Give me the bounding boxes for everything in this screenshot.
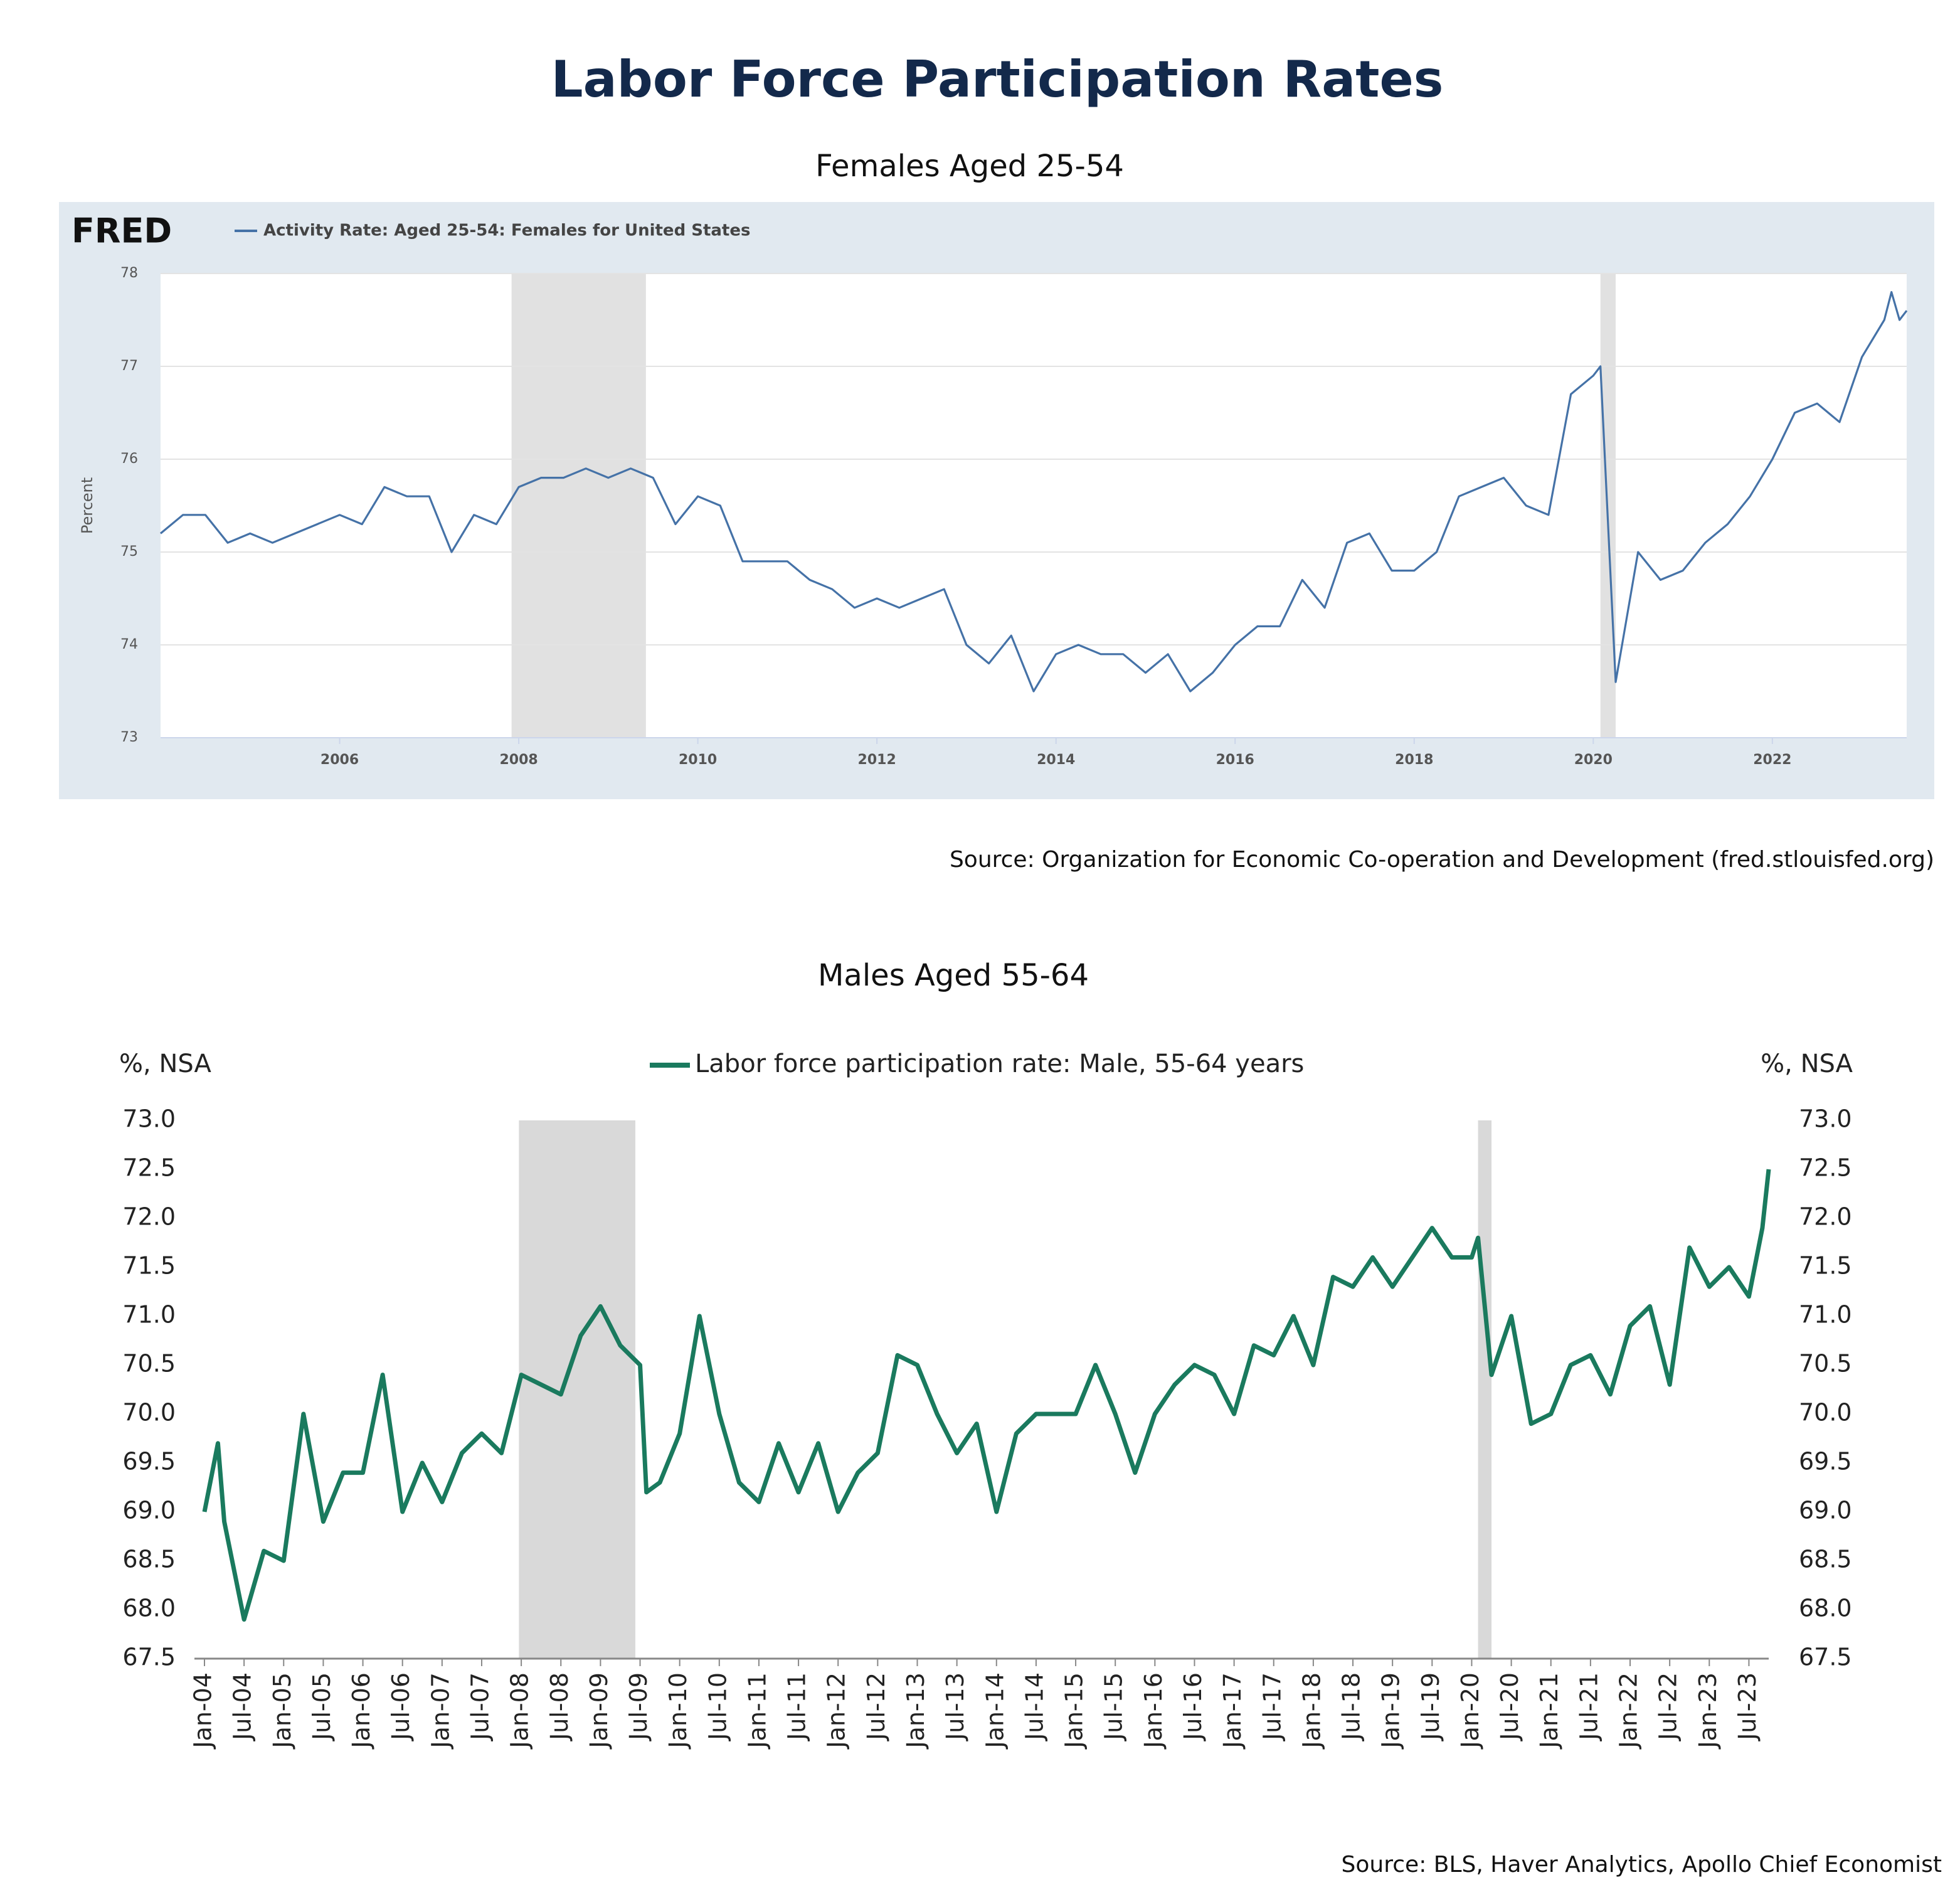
- x-tick-label: Jan-19: [1377, 1672, 1405, 1750]
- y-tick-label: 72.5: [122, 1154, 176, 1182]
- y2-tick-label: 71.0: [1799, 1301, 1852, 1329]
- y2-tick-label: 69.0: [1799, 1497, 1852, 1524]
- y-tick-label: 75: [120, 544, 138, 560]
- x-tick-label: Jul-15: [1100, 1672, 1128, 1741]
- source: Source: Organization for Economic Co-ope…: [950, 847, 1934, 873]
- x-tick-label: Jul-16: [1179, 1672, 1207, 1741]
- y2-axis-label: %, NSA: [1761, 1049, 1853, 1078]
- x-tick-label: 2010: [679, 752, 717, 768]
- y2-tick-label: 71.5: [1799, 1252, 1852, 1280]
- x-tick-label: Jan-09: [585, 1672, 613, 1750]
- x-tick-label: Jul-20: [1496, 1672, 1523, 1741]
- x-tick-label: 2022: [1753, 752, 1791, 768]
- x-tick-label: Jul-10: [704, 1672, 731, 1741]
- x-tick-label: Jan-08: [506, 1672, 534, 1750]
- chart-title: Males Aged 55-64: [818, 958, 1089, 993]
- x-tick-label: Jul-23: [1734, 1672, 1761, 1741]
- y-axis-label: %, NSA: [119, 1049, 211, 1078]
- fred-logo: FRED: [72, 211, 172, 251]
- y2-tick-label: 68.0: [1799, 1595, 1852, 1622]
- x-tick-label: Jul-19: [1417, 1672, 1444, 1741]
- x-tick-label: Jul-21: [1575, 1672, 1602, 1741]
- y2-tick-label: 68.5: [1799, 1546, 1852, 1573]
- x-tick-label: Jul-22: [1655, 1672, 1682, 1741]
- y2-tick-label: 70.5: [1799, 1350, 1852, 1378]
- x-tick-label: Jan-05: [268, 1672, 296, 1750]
- y-tick-label: 72.0: [122, 1203, 176, 1231]
- y-tick-label: 69.0: [122, 1497, 176, 1524]
- x-tick-label: Jul-06: [387, 1672, 415, 1741]
- data-line: [202, 1169, 1771, 1622]
- y-tick-label: 71.5: [122, 1252, 176, 1280]
- x-tick-label: Jul-04: [229, 1672, 257, 1741]
- x-tick-label: 2018: [1395, 752, 1433, 768]
- x-tick-label: Jul-11: [783, 1672, 811, 1741]
- y-tick-label: 74: [120, 637, 138, 652]
- legend-label: Activity Rate: Aged 25-54: Females for U…: [263, 221, 750, 240]
- x-tick-label: Jan-17: [1219, 1672, 1246, 1750]
- x-tick-label: Jul-13: [941, 1672, 969, 1741]
- plot-area: [161, 274, 1907, 738]
- x-tick-label: 2020: [1574, 752, 1613, 768]
- x-tick-label: Jan-22: [1615, 1672, 1643, 1750]
- x-tick-label: Jul-05: [308, 1672, 336, 1741]
- x-tick-label: Jul-07: [466, 1672, 494, 1741]
- y-tick-label: 68.5: [122, 1546, 176, 1573]
- y2-tick-label: 73.0: [1799, 1105, 1852, 1133]
- chart-title: Females Aged 25-54: [815, 149, 1124, 184]
- x-tick-label: Jul-08: [546, 1672, 573, 1741]
- x-tick-label: Jan-04: [189, 1672, 217, 1750]
- recession-shade: [519, 1120, 635, 1659]
- y-tick-label: 73: [120, 730, 138, 745]
- source: Source: BLS, Haver Analytics, Apollo Chi…: [1342, 1852, 1942, 1878]
- y-tick-label: 69.5: [122, 1448, 176, 1475]
- x-tick-label: Jan-06: [347, 1672, 375, 1750]
- x-tick-label: Jan-13: [902, 1672, 930, 1750]
- y-tick-label: 77: [120, 358, 138, 374]
- y2-tick-label: 72.5: [1799, 1154, 1852, 1182]
- y-tick-label: 67.5: [122, 1644, 176, 1671]
- x-tick-label: Jul-14: [1020, 1672, 1048, 1741]
- x-tick-label: Jul-18: [1338, 1672, 1365, 1741]
- y-tick-label: 71.0: [122, 1301, 176, 1329]
- y-tick-label: 70.0: [122, 1399, 176, 1427]
- y-axis-label: Percent: [78, 477, 96, 534]
- x-tick-label: Jul-17: [1258, 1672, 1286, 1741]
- x-tick-label: Jan-14: [981, 1672, 1009, 1750]
- legend-label: Labor force participation rate: Male, 55…: [695, 1049, 1304, 1078]
- x-tick-label: Jan-16: [1140, 1672, 1167, 1750]
- y2-tick-label: 72.0: [1799, 1203, 1852, 1231]
- y-tick-label: 68.0: [122, 1595, 176, 1622]
- x-tick-label: Jan-10: [664, 1672, 692, 1750]
- x-tick-label: Jul-12: [862, 1672, 890, 1741]
- recession-shade: [1478, 1120, 1492, 1659]
- y-tick-label: 73.0: [122, 1105, 176, 1133]
- page-title: Labor Force Participation Rates: [551, 50, 1444, 109]
- x-tick-label: Jan-12: [823, 1672, 850, 1750]
- recession-shade: [511, 274, 646, 738]
- x-tick-label: Jan-18: [1298, 1672, 1325, 1750]
- x-tick-label: Jan-20: [1456, 1672, 1484, 1750]
- y2-tick-label: 69.5: [1799, 1448, 1852, 1475]
- x-tick-label: 2014: [1037, 752, 1075, 768]
- y-tick-label: 70.5: [122, 1350, 176, 1378]
- y-tick-label: 76: [120, 451, 138, 467]
- x-tick-label: 2016: [1216, 752, 1254, 768]
- x-tick-label: Jan-23: [1694, 1672, 1722, 1750]
- x-tick-label: 2012: [858, 752, 896, 768]
- y-tick-label: 78: [120, 265, 138, 281]
- x-tick-label: Jan-15: [1061, 1672, 1088, 1750]
- x-tick-label: Jul-09: [625, 1672, 652, 1741]
- x-tick-label: 2008: [499, 752, 538, 768]
- x-tick-label: Jan-11: [743, 1672, 771, 1750]
- x-tick-label: Jan-21: [1535, 1672, 1563, 1750]
- y2-tick-label: 67.5: [1799, 1644, 1852, 1671]
- x-tick-label: Jan-07: [426, 1672, 454, 1750]
- y2-tick-label: 70.0: [1799, 1399, 1852, 1427]
- x-tick-label: 2006: [320, 752, 359, 768]
- data-line: [159, 291, 1908, 693]
